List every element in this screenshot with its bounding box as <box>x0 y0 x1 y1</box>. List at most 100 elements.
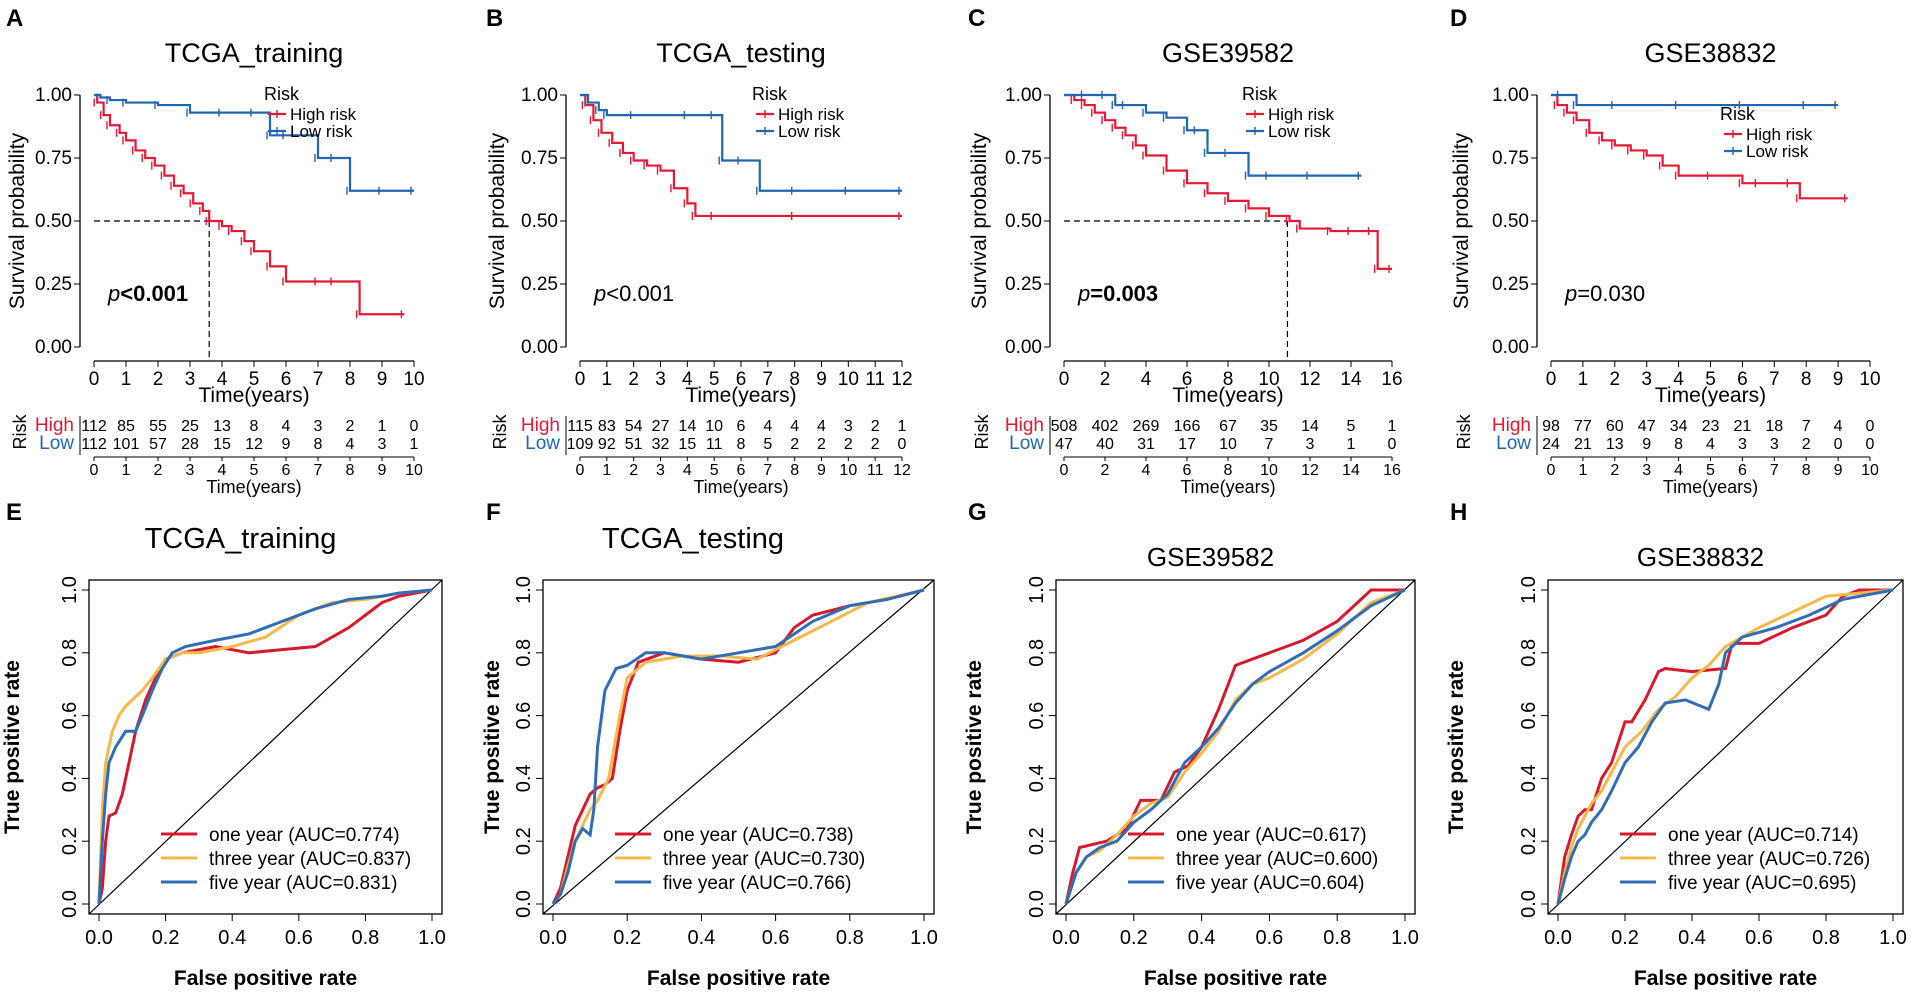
risk-table-tick-label: 8 <box>1224 462 1233 479</box>
x-tick-label: 11 <box>865 369 885 390</box>
panel-letter: E <box>6 499 22 526</box>
y-tick-label: 0.0 <box>1026 890 1048 918</box>
km-curve-low-risk <box>94 93 414 192</box>
risk-row-label: High <box>1492 415 1531 436</box>
x-tick-label: 12 <box>891 369 912 390</box>
risk-count: 13 <box>213 418 231 435</box>
km-curve-high-risk <box>580 93 902 218</box>
risk-count: 508 <box>1051 418 1078 435</box>
x-tick-label: 8 <box>1223 369 1234 390</box>
risk-row-label: High <box>35 415 74 436</box>
roc-curve-one-year <box>551 588 925 905</box>
km-curve-low-risk <box>1551 93 1839 107</box>
risk-table-tick-label: 2 <box>1610 462 1619 479</box>
risk-count: 0 <box>1834 436 1843 453</box>
legend-label: one year (AUC=0.714) <box>1668 825 1859 846</box>
risk-table-tick-label: 2 <box>1101 462 1110 479</box>
p-value-prefix: p <box>593 281 606 306</box>
risk-table-tick-label: 5 <box>1706 462 1715 479</box>
x-tick-label: 4 <box>217 369 228 390</box>
reference-diagonal <box>1547 579 1904 915</box>
p-value: p=0.030 <box>1564 281 1645 306</box>
risk-table-tick-label: 8 <box>346 462 355 479</box>
x-axis-label: Time(years) <box>1172 384 1283 407</box>
legend-label: three year (AUC=0.600) <box>1176 849 1378 870</box>
y-tick-label: 1.00 <box>35 85 72 106</box>
x-tick-label: 8 <box>789 369 800 390</box>
legend-label: High risk <box>290 105 357 124</box>
risk-count: 32 <box>652 436 670 453</box>
risk-table-tick-label: 2 <box>154 462 163 479</box>
risk-count: 6 <box>737 418 746 435</box>
y-tick-label: 0.6 <box>1518 702 1540 730</box>
risk-count: 4 <box>346 436 355 453</box>
risk-count: 85 <box>117 418 135 435</box>
chart-title: GSE38832 <box>1644 38 1776 68</box>
p-value-text: <0.001 <box>606 281 674 306</box>
legend-label: five year (AUC=0.604) <box>1176 873 1365 894</box>
risk-table-tick-label: 3 <box>1642 462 1651 479</box>
y-tick-label: 0.8 <box>513 639 535 667</box>
y-axis-label: True positive rate <box>1445 660 1468 834</box>
y-tick-label: 0.25 <box>35 274 72 295</box>
risk-count: 9 <box>282 436 291 453</box>
risk-count: 0 <box>1388 436 1397 453</box>
y-tick-label: 0.00 <box>35 337 72 358</box>
risk-count: 0 <box>410 418 419 435</box>
risk-count: 54 <box>625 418 643 435</box>
risk-count: 3 <box>1306 436 1315 453</box>
x-tick-label: 0.6 <box>1745 927 1773 949</box>
risk-count: 10 <box>705 418 723 435</box>
risk-count: 3 <box>314 418 323 435</box>
x-tick-label: 10 <box>1258 369 1279 390</box>
x-tick-label: 10 <box>403 369 424 390</box>
x-tick-label: 0.4 <box>218 927 246 949</box>
y-tick-label: 0.2 <box>1518 827 1540 855</box>
x-tick-label: 4 <box>1673 369 1684 390</box>
risk-count: 9 <box>1642 436 1651 453</box>
risk-count: 4 <box>1706 436 1715 453</box>
x-axis-label: False positive rate <box>174 967 357 990</box>
risk-table-tick-label: 10 <box>839 462 857 479</box>
roc-curve-one-year <box>1064 588 1405 905</box>
risk-count: 35 <box>1260 418 1278 435</box>
x-tick-label: 0.2 <box>613 927 641 949</box>
legend-title: Risk <box>752 84 788 104</box>
risk-count: 8 <box>737 436 746 453</box>
risk-row-label: High <box>521 415 560 436</box>
y-axis-label: Survival probability <box>968 132 991 309</box>
risk-count: 1 <box>1388 418 1397 435</box>
risk-count: 4 <box>1834 418 1843 435</box>
km-curve-high-risk <box>1551 93 1848 200</box>
x-tick-label: 12 <box>1299 369 1320 390</box>
chart-title: GSE38832 <box>1637 542 1764 572</box>
risk-table-tick-label: 6 <box>1183 462 1192 479</box>
p-value-prefix: p <box>1564 281 1577 306</box>
risk-table-tick-label: 3 <box>656 462 665 479</box>
x-tick-label: 9 <box>1833 369 1844 390</box>
panel-letter: H <box>1450 499 1467 526</box>
risk-table-tick-label: 12 <box>893 462 911 479</box>
risk-count: 166 <box>1174 418 1201 435</box>
risk-table-tick-label: 9 <box>1834 462 1843 479</box>
risk-table-tick-label: 0 <box>1060 462 1069 479</box>
risk-count: 14 <box>678 418 696 435</box>
legend-label: three year (AUC=0.730) <box>663 849 865 870</box>
km-curve-low-risk <box>1064 93 1362 177</box>
x-tick-label: 0.8 <box>836 927 864 949</box>
legend-title: Risk <box>264 84 300 104</box>
risk-table-tick-label: 4 <box>683 462 692 479</box>
risk-count: 21 <box>1734 418 1752 435</box>
chart-title: GSE39582 <box>1162 38 1294 68</box>
legend-title: Risk <box>1242 84 1278 104</box>
x-tick-label: 0.0 <box>1544 927 1572 949</box>
risk-count: 40 <box>1096 436 1114 453</box>
risk-count: 77 <box>1574 418 1592 435</box>
x-tick-label: 0.4 <box>1188 927 1216 949</box>
x-tick-label: 0 <box>1059 369 1070 390</box>
risk-table-x-label: Time(years) <box>693 477 788 497</box>
risk-count: 55 <box>149 418 167 435</box>
risk-count: 7 <box>1802 418 1811 435</box>
risk-count: 21 <box>1574 436 1592 453</box>
